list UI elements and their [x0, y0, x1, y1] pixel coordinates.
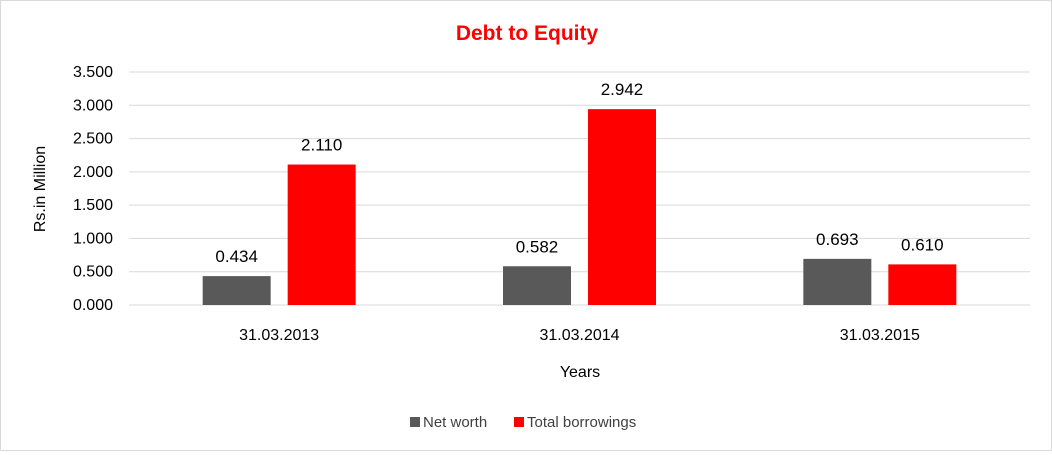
chart-title: Debt to Equity [456, 22, 599, 45]
x-tick-label: 31.03.2014 [539, 327, 619, 344]
gridlines [129, 71, 1030, 306]
legend-swatch [410, 417, 420, 427]
data-label: 2.942 [601, 80, 644, 99]
data-label: 0.434 [215, 247, 258, 266]
x-tick-labels: 31.03.2013 31.03.2014 31.03.2015 [239, 327, 920, 344]
y-tick-label: 3.500 [73, 64, 113, 81]
y-tick-label: 0.500 [73, 264, 113, 281]
y-tick-label: 2.000 [73, 164, 113, 181]
x-tick-label: 31.03.2013 [239, 327, 319, 344]
data-label: 0.610 [901, 235, 944, 254]
legend-label: Total borrowings [527, 414, 636, 431]
y-tick-label: 0.000 [73, 297, 113, 314]
bar-total-borrowings [588, 109, 656, 306]
y-tick-label: 1.000 [73, 230, 113, 247]
y-tick-label: 1.500 [73, 197, 113, 214]
data-label: 0.693 [816, 230, 859, 249]
x-axis-label: Years [560, 364, 600, 381]
data-label: 2.110 [301, 136, 342, 155]
y-tick-labels: 0.000 0.500 1.000 1.500 2.000 2.500 3.000 3.500 [73, 64, 113, 314]
y-axis-label: Rs.in Million [32, 146, 49, 232]
data-label: 0.582 [516, 237, 559, 256]
x-tick-label: 31.03.2015 [840, 327, 920, 344]
legend-swatch [514, 417, 524, 427]
legend-label: Net worth [423, 414, 487, 431]
bar-total-borrowings [287, 164, 356, 305]
bar-net-worth [202, 276, 271, 305]
bar-net-worth [503, 266, 571, 305]
bars [202, 109, 957, 306]
y-tick-label: 2.500 [73, 131, 113, 148]
data-labels: 0.434 2.110 0.582 2.942 0.693 0.610 [215, 80, 943, 266]
bar-net-worth [803, 258, 872, 305]
bar-total-borrowings [888, 264, 957, 305]
legend: Net worth Total borrowings [410, 414, 636, 431]
y-tick-label: 3.000 [73, 97, 113, 114]
